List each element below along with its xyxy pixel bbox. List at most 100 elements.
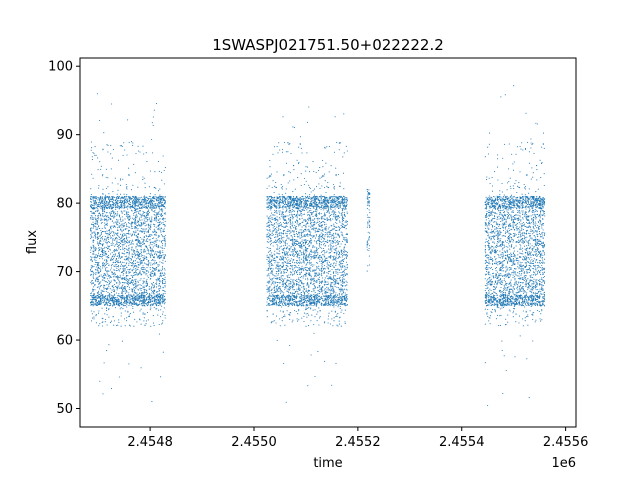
data-point [151,303,153,305]
data-point [292,223,294,225]
data-point [107,204,109,206]
data-point [276,207,278,209]
data-point [109,288,111,290]
data-point [112,225,114,227]
data-point [129,241,131,243]
data-point [276,223,278,225]
data-point [161,267,163,269]
data-point [127,249,129,251]
data-point [109,214,111,216]
data-point [116,220,118,222]
data-point [114,297,116,299]
data-point [147,263,149,266]
data-point [279,259,281,261]
data-point [135,230,137,232]
data-point [97,243,100,245]
data-point [289,254,292,256]
data-point [149,170,151,172]
data-point [124,305,126,307]
data-point [150,325,152,327]
data-point [151,289,153,291]
data-point [152,266,154,269]
data-point [268,273,270,275]
data-point [114,226,117,228]
data-point [144,299,146,301]
data-point [117,207,119,209]
data-point [133,293,135,295]
data-point [147,275,149,277]
data-point [285,281,287,283]
data-point [109,199,111,201]
data-point [159,188,161,190]
data-point [282,200,284,202]
data-point [108,286,110,288]
data-point [103,275,105,277]
data-point [110,243,112,245]
data-point [120,240,122,242]
data-point [97,238,100,240]
data-point [117,205,119,207]
data-point [281,212,283,215]
data-point [133,260,135,262]
data-point [135,247,137,249]
data-point [101,227,103,229]
data-point [286,265,288,267]
data-point [125,183,127,186]
data-point [135,281,137,283]
data-point [110,296,113,298]
data-point [268,296,270,298]
data-point [286,225,288,227]
data-point [112,207,115,209]
data-point [162,265,164,267]
data-point [128,174,130,176]
data-point [280,295,282,297]
data-point [289,218,291,220]
data-point [286,209,288,211]
data-point [114,237,117,239]
data-point [157,298,159,300]
data-point [109,217,111,219]
data-point [136,199,138,201]
data-point [283,249,285,251]
data-point [95,269,97,271]
data-point [280,299,282,301]
data-point [151,249,153,252]
data-point [127,301,129,303]
data-point [148,202,150,204]
data-point [154,261,156,263]
data-point [146,238,148,240]
data-point [106,314,108,316]
data-point [274,250,276,252]
data-point [121,211,123,213]
data-point [275,322,277,324]
data-point [289,301,291,303]
data-point [128,299,130,301]
data-point [278,203,280,205]
data-point [150,307,152,309]
data-point [266,236,268,238]
data-point [129,198,131,200]
data-point [127,199,129,201]
data-point [132,144,134,146]
data-point [121,277,123,279]
data-point [102,299,104,302]
data-point [273,185,276,187]
data-point [132,222,134,224]
data-point [144,297,146,299]
data-point [94,217,96,219]
data-point [125,223,128,225]
data-point [282,214,285,216]
data-point [149,292,151,295]
data-point [114,256,116,258]
data-point [288,219,290,221]
data-point [114,253,116,255]
data-point [123,239,125,241]
data-point [117,203,119,205]
data-point [293,282,295,284]
data-point [117,301,120,303]
data-point [122,295,124,297]
data-point [133,213,135,215]
data-point [120,298,122,300]
data-point [143,251,145,253]
data-point [121,271,123,273]
